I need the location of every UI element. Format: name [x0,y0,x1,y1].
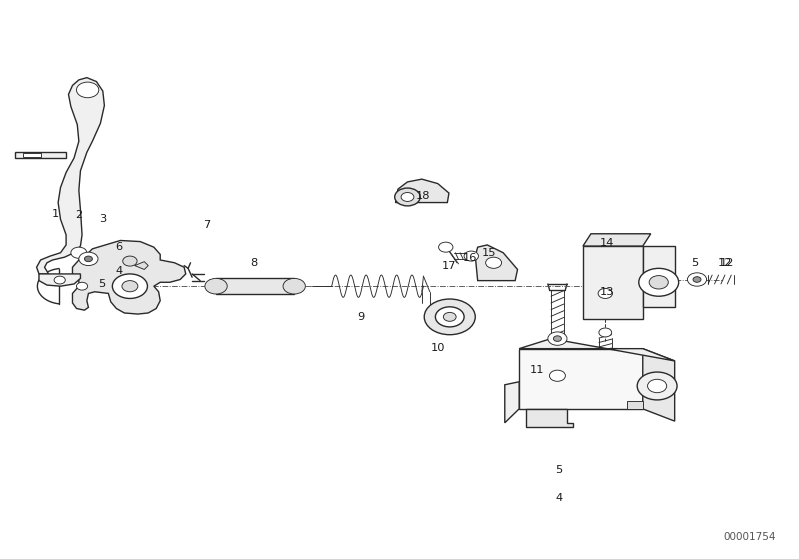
Text: 9: 9 [358,312,365,323]
Circle shape [649,276,668,289]
Circle shape [435,307,464,327]
Circle shape [687,273,706,286]
Circle shape [550,370,566,381]
Text: 6: 6 [115,242,122,252]
Circle shape [113,274,148,299]
Text: 7: 7 [203,220,210,230]
Text: 5: 5 [98,279,105,289]
Circle shape [395,188,420,206]
Circle shape [598,288,613,299]
Circle shape [439,242,453,252]
Text: 2: 2 [75,210,82,220]
Text: 16: 16 [463,253,477,263]
Circle shape [647,380,666,392]
Polygon shape [37,78,105,274]
Text: 4: 4 [555,493,562,503]
Text: 3: 3 [99,214,106,224]
Text: 00001754: 00001754 [723,532,776,542]
Circle shape [486,257,502,268]
Text: 11: 11 [531,365,545,375]
Circle shape [424,299,475,335]
Polygon shape [642,349,674,421]
Circle shape [548,332,567,345]
Polygon shape [526,409,574,427]
Bar [627,400,642,409]
Circle shape [205,278,227,294]
Circle shape [554,336,562,342]
Text: 10: 10 [431,343,445,353]
Circle shape [77,282,88,290]
Text: 13: 13 [599,287,614,297]
Text: 8: 8 [251,258,258,268]
Circle shape [637,372,677,400]
Text: 15: 15 [482,248,496,258]
Circle shape [443,312,456,321]
Polygon shape [475,245,518,281]
Text: 17: 17 [442,260,456,271]
Text: 18: 18 [416,191,431,201]
Polygon shape [519,339,674,361]
Circle shape [71,247,87,258]
Circle shape [638,268,678,296]
Polygon shape [73,240,185,314]
Text: 14: 14 [600,238,614,248]
Circle shape [122,281,138,292]
Circle shape [283,278,305,294]
Circle shape [77,82,99,98]
Polygon shape [396,179,449,202]
Bar [583,246,642,319]
Text: 5: 5 [691,258,698,268]
Polygon shape [39,274,81,286]
Text: 1: 1 [51,209,58,219]
Text: 12: 12 [719,258,733,268]
Bar [519,349,642,409]
Circle shape [693,277,701,282]
Circle shape [401,192,414,201]
Circle shape [54,276,66,284]
Circle shape [599,328,612,337]
Polygon shape [583,234,650,246]
Circle shape [79,252,98,266]
Polygon shape [15,153,66,158]
Bar [216,278,294,294]
Text: 5: 5 [555,465,562,475]
Bar [642,246,674,307]
Text: 12: 12 [718,258,732,268]
Circle shape [464,251,479,261]
Circle shape [123,256,137,266]
Polygon shape [135,262,149,269]
Text: 4: 4 [115,266,122,276]
Bar [23,154,41,157]
Circle shape [85,256,93,262]
Polygon shape [505,382,519,423]
